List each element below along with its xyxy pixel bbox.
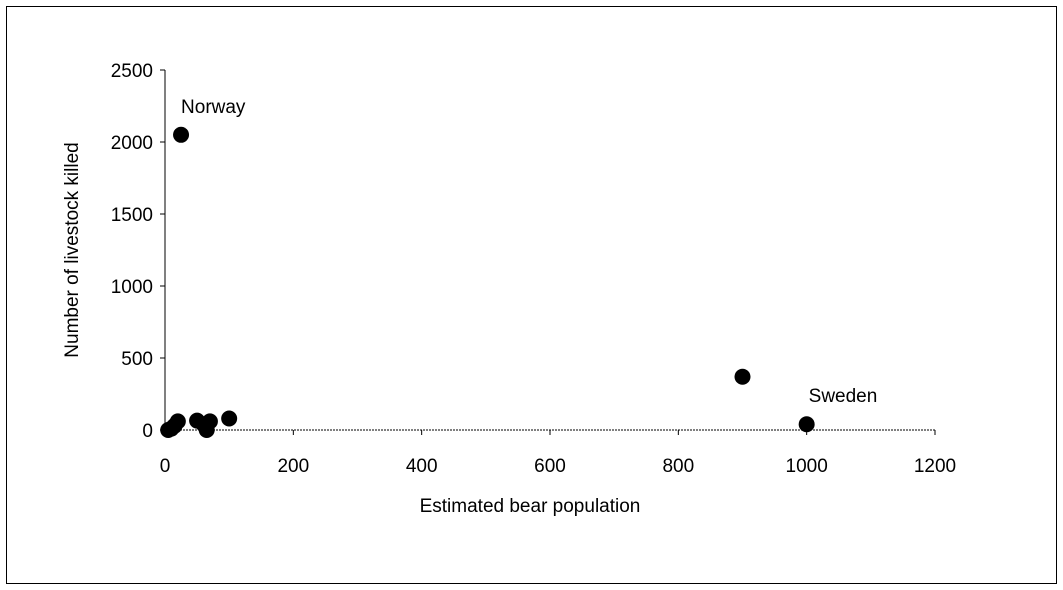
x-tick-label: 400	[406, 456, 438, 477]
y-tick-label: 1500	[111, 205, 153, 226]
annotation-label: Norway	[181, 97, 246, 118]
y-axis-title: Number of livestock killed	[62, 142, 83, 357]
y-tick-label: 2000	[111, 133, 153, 154]
annotations: Norway Sweden	[181, 97, 877, 407]
x-tick-label: 600	[534, 456, 566, 477]
x-tick-label: 800	[662, 456, 694, 477]
axes	[160, 69, 936, 435]
tick-labels: 0 500 1000 1500 2000 2500 0 200 400 600 800 1000 120…	[111, 61, 956, 477]
data-points	[160, 126, 815, 438]
y-tick-label: 0	[142, 421, 153, 442]
annotation-label: Sweden	[809, 386, 878, 407]
y-tick-label: 500	[121, 349, 153, 370]
data-point	[734, 368, 751, 385]
x-tick-label: 1200	[914, 456, 956, 477]
y-tick-label: 1000	[111, 277, 153, 298]
x-axis-title: Estimated bear population	[420, 496, 641, 517]
x-tick-label: 0	[160, 456, 171, 477]
data-point	[798, 416, 815, 433]
data-point	[201, 413, 218, 430]
y-tick-label: 2500	[111, 61, 153, 82]
data-point	[173, 126, 190, 143]
x-tick-label: 200	[277, 456, 309, 477]
x-tick-label: 1000	[786, 456, 828, 477]
data-point	[221, 410, 238, 427]
chart-frame	[6, 6, 1057, 584]
data-point	[169, 413, 186, 430]
